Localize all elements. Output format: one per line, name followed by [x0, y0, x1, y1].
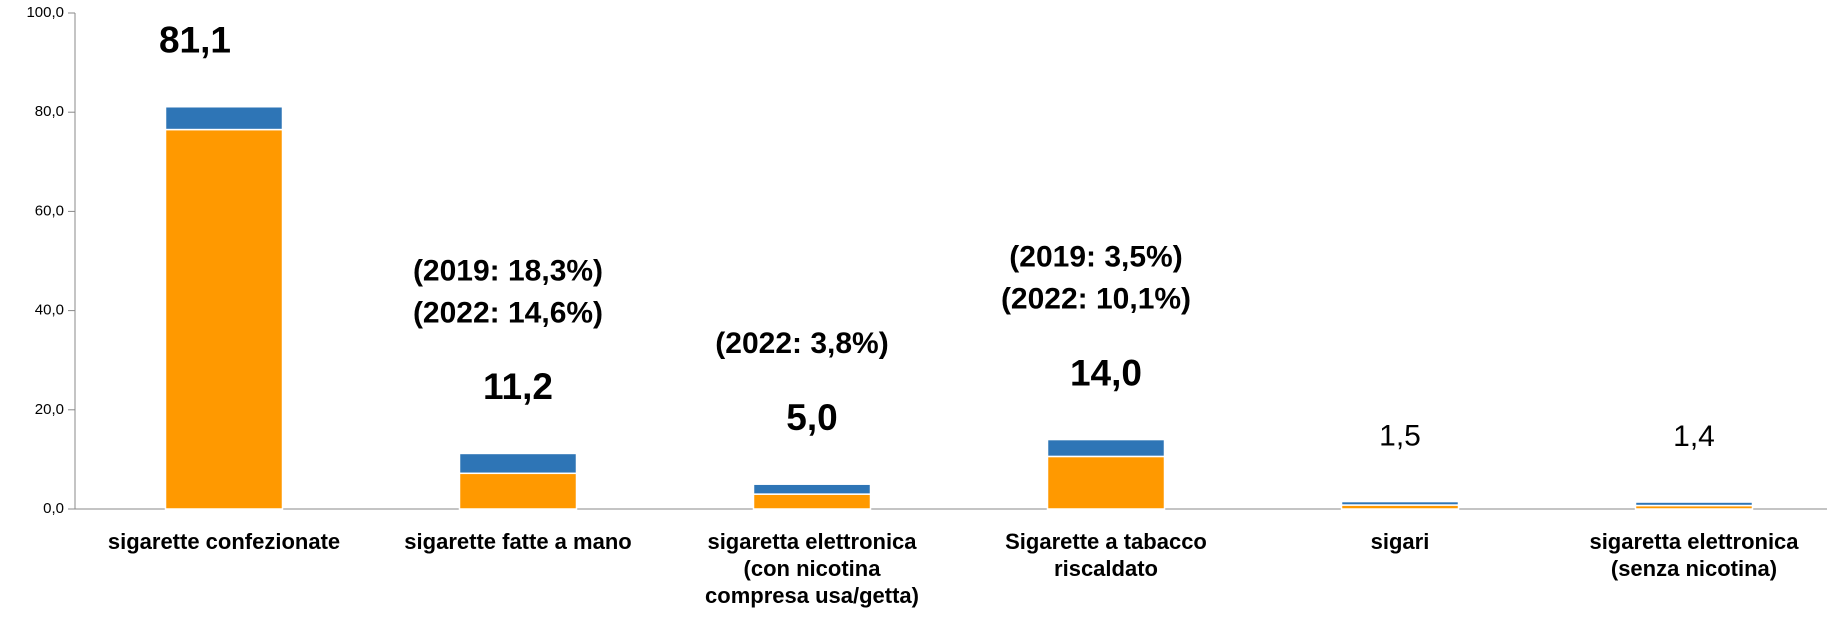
- total-label: 5,0: [786, 397, 837, 438]
- annotation: (2019: 3,5%): [1009, 240, 1182, 273]
- y-tick-label: 0,0: [43, 500, 64, 517]
- total-label: 81,1: [159, 20, 231, 61]
- bar-segment: [1046, 438, 1166, 458]
- x-tick-label: (senza nicotina): [1611, 556, 1777, 581]
- annotation: (2022: 14,6%): [413, 296, 603, 329]
- x-tick-label: riscaldato: [1054, 556, 1158, 581]
- total-label: 11,2: [483, 366, 553, 407]
- bar-segment: [1634, 501, 1754, 507]
- bar-segment: [1046, 455, 1166, 510]
- x-tick-label: sigari: [1371, 529, 1430, 554]
- total-label: 1,5: [1379, 419, 1421, 452]
- bar-segment: [752, 483, 872, 495]
- annotation: (2022: 10,1%): [1001, 282, 1191, 315]
- y-tick-label: 40,0: [35, 302, 64, 319]
- y-tick-label: 100,0: [26, 4, 64, 21]
- x-tick-label: sigaretta elettronica: [1589, 529, 1799, 554]
- x-tick-label: (con nicotina: [744, 556, 882, 581]
- bar-segment: [458, 452, 578, 475]
- annotation: (2022: 3,8%): [715, 327, 888, 360]
- bar-segment: [1340, 500, 1460, 506]
- bar-segment: [164, 105, 284, 131]
- total-label: 1,4: [1673, 420, 1715, 453]
- y-tick-label: 60,0: [35, 202, 64, 219]
- bar-segment: [164, 128, 284, 510]
- total-label: 14,0: [1070, 352, 1142, 393]
- x-tick-label: sigarette confezionate: [108, 529, 340, 554]
- bar-segment: [458, 472, 578, 510]
- x-tick-label: sigarette fatte a mano: [404, 529, 631, 554]
- x-tick-label: sigaretta elettronica: [707, 529, 917, 554]
- y-tick-label: 80,0: [35, 103, 64, 120]
- annotation: (2019: 18,3%): [413, 254, 603, 287]
- x-tick-label: Sigarette a tabacco: [1005, 529, 1207, 554]
- x-tick-label: compresa usa/getta): [705, 583, 919, 608]
- y-tick-label: 20,0: [35, 401, 64, 418]
- bar-segment: [752, 493, 872, 510]
